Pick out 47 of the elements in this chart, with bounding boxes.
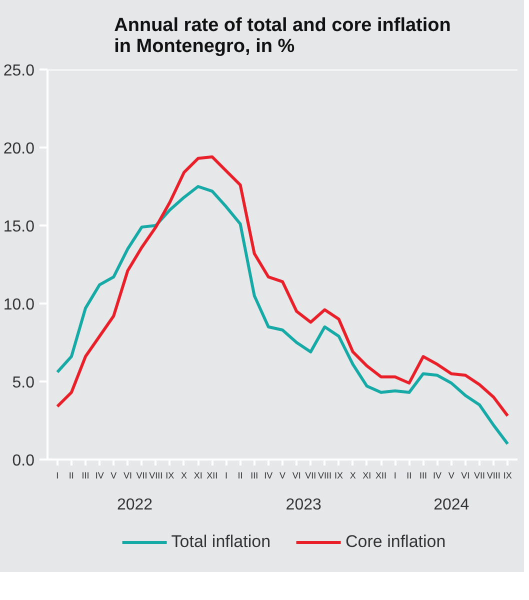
x-tick-label: VI xyxy=(292,470,301,480)
text: 2022 xyxy=(116,496,153,514)
x-tick-label: IX xyxy=(334,470,344,480)
x-tick-label: XI xyxy=(362,470,372,480)
x-tick-label: VIII xyxy=(486,470,500,480)
x-tick-label: VII xyxy=(305,470,316,480)
y-tick-label: 5.0 xyxy=(12,374,35,392)
x-tick-label: IV xyxy=(95,470,104,480)
x-tick-label: VII xyxy=(136,470,148,480)
x-tick-label: I xyxy=(56,470,59,480)
x-tick-label: VIII xyxy=(149,470,163,480)
chart-title: Annual rate of total and core inflation in Montenegro, in % xyxy=(114,15,451,57)
x-tick-label: II xyxy=(68,470,74,480)
x-tick-label: III xyxy=(419,470,427,480)
x-tick-label: III xyxy=(82,470,90,480)
x-tick-label: IX xyxy=(503,470,512,480)
y-tick-label: 0.0 xyxy=(12,452,35,470)
x-tick-label: I xyxy=(394,470,396,480)
y-tick-label: 15.0 xyxy=(3,218,35,236)
line-series xyxy=(56,155,510,418)
y-tick-label: 20.0 xyxy=(3,140,35,158)
x-tick-label: VI xyxy=(461,470,470,480)
y-tick-label: 10.0 xyxy=(3,296,35,314)
x-tick-label: V xyxy=(280,470,286,480)
line-series xyxy=(56,185,510,446)
y-tick-label: 25.0 xyxy=(3,62,35,80)
legend-label: Core inflation xyxy=(346,532,446,552)
x-tick-label: XII xyxy=(376,470,387,480)
text: 2024 xyxy=(434,496,470,514)
x-tick-label: XI xyxy=(194,470,202,480)
x-tick-label: IV xyxy=(433,470,442,480)
x-tick-label: XII xyxy=(206,470,218,480)
x-tick-label: IX xyxy=(166,470,174,480)
x-tick-label: VI xyxy=(123,470,132,480)
legend-label: Total inflation xyxy=(171,532,271,552)
x-tick-label: III xyxy=(250,470,258,480)
text: 2023 xyxy=(286,496,322,514)
x-tick-label: V xyxy=(110,470,117,480)
x-tick-label: II xyxy=(238,470,243,480)
x-tick-label: I xyxy=(224,470,228,480)
x-tick-label: II xyxy=(406,470,412,480)
x-tick-label: IV xyxy=(264,470,273,480)
x-tick-label: VII xyxy=(474,470,486,480)
x-tick-label: X xyxy=(350,470,356,480)
x-tick-label: V xyxy=(448,470,454,480)
x-tick-label: VIII xyxy=(318,470,332,480)
x-tick-label: X xyxy=(180,470,188,480)
